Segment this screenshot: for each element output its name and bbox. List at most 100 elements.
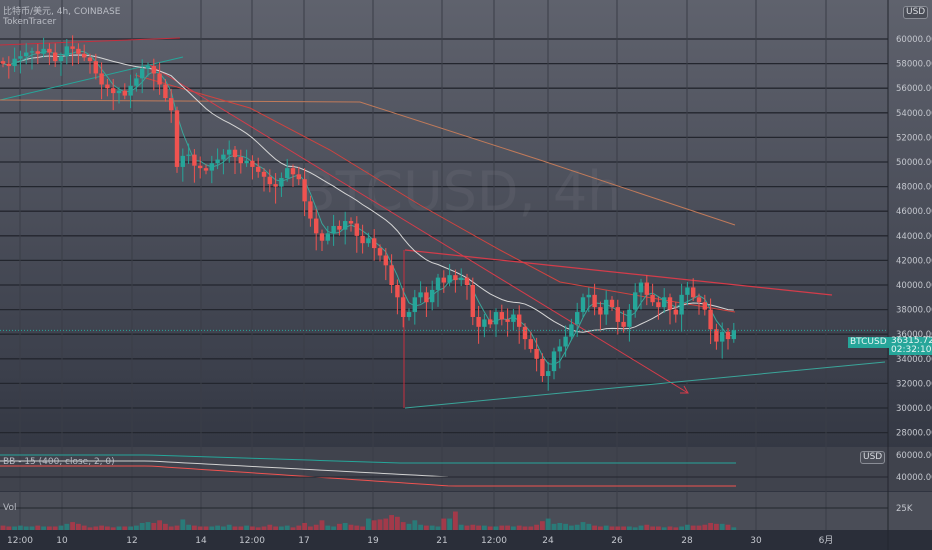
time-tick: 21 <box>436 536 447 546</box>
candle-body <box>702 302 707 310</box>
candle-body <box>401 297 406 317</box>
volume-bar <box>534 524 539 530</box>
candle-body <box>192 154 197 166</box>
volume-bar <box>511 526 516 530</box>
volume-bar <box>145 522 151 530</box>
bb-band-line <box>0 454 736 464</box>
price-tick: 46000.00 <box>896 207 932 217</box>
candle-body <box>447 275 452 283</box>
candle-body <box>134 78 139 86</box>
candle-body <box>314 218 319 234</box>
time-tick: 12:00 <box>481 536 507 546</box>
candle-body <box>557 346 562 352</box>
volume-bar <box>569 525 574 530</box>
volume-bar <box>325 525 331 530</box>
candle-body <box>267 176 272 185</box>
symbol-price-tag: BTCUSD <box>848 337 889 348</box>
candle-body <box>464 277 470 285</box>
volume-bar <box>493 526 499 530</box>
volume-bar <box>308 526 313 530</box>
candle-body <box>93 61 98 74</box>
candle-body <box>12 58 17 67</box>
price-tick: 32000.00 <box>896 379 932 389</box>
candle-body <box>169 98 174 111</box>
time-tick: 28 <box>681 536 693 546</box>
volume-bar <box>238 526 244 530</box>
candle-body <box>691 287 696 298</box>
time-tick: 14 <box>195 536 207 546</box>
arrow-head <box>680 385 689 394</box>
volume-bar <box>255 527 261 530</box>
candle-body <box>575 312 580 325</box>
currency-badge[interactable]: USD <box>903 6 929 19</box>
candle-body <box>528 339 533 349</box>
candle-body <box>319 233 325 241</box>
candle-body <box>116 90 122 94</box>
volume-bar <box>656 526 661 530</box>
volume-bar <box>116 526 122 530</box>
volume-bar <box>563 523 568 530</box>
candle-body <box>209 163 214 171</box>
ma-mid-line <box>134 74 736 313</box>
volume-bar <box>6 526 12 530</box>
arrow-trendline <box>149 64 689 394</box>
price-tick: 52000.00 <box>896 133 932 143</box>
volume-bar <box>679 526 684 530</box>
time-tick: 24 <box>542 536 554 546</box>
candle-body <box>261 171 267 177</box>
bb-band-line <box>0 465 736 487</box>
candle-body <box>343 221 348 230</box>
volume-bar <box>250 526 255 530</box>
candle-body <box>609 299 615 308</box>
bb-currency-badge[interactable]: USD <box>860 451 886 464</box>
candle-body <box>122 90 127 96</box>
candle-body <box>563 336 568 347</box>
candle-body <box>662 297 667 308</box>
volume-bar <box>551 523 557 530</box>
volume-bar <box>209 526 215 530</box>
candle-body <box>215 159 220 164</box>
candle-body <box>731 330 736 340</box>
candle-body <box>221 154 226 160</box>
bar-countdown: 02:32:10 <box>891 345 932 355</box>
candle-body <box>511 314 516 322</box>
candle-body <box>35 51 40 54</box>
candle-body <box>180 155 185 167</box>
candle-body <box>395 285 400 298</box>
volume-bar <box>580 522 586 530</box>
volume-bar <box>232 526 238 530</box>
candle-body <box>377 248 383 256</box>
volume-bar <box>690 525 696 530</box>
price-tick: 50000.00 <box>896 158 932 168</box>
candle-body <box>354 223 359 236</box>
price-tick: 56000.00 <box>896 84 932 94</box>
candle-body <box>389 265 394 285</box>
candle-body <box>0 61 6 64</box>
candle-body <box>453 275 458 281</box>
volume-bar <box>23 526 29 530</box>
candle-body <box>685 287 690 295</box>
volume-bar <box>418 524 423 530</box>
triangle-lower-line <box>404 361 886 409</box>
candle-body <box>47 48 52 53</box>
volume-bar <box>644 524 650 530</box>
candle-body <box>615 307 620 322</box>
volume-bar <box>719 523 725 530</box>
candle-body <box>633 292 638 310</box>
volume-bar <box>70 522 75 530</box>
candle-body <box>256 166 261 172</box>
candle-body <box>522 326 528 340</box>
volume-bar <box>400 522 406 530</box>
volume-bar <box>406 523 412 530</box>
candle-body <box>627 309 632 327</box>
volume-bar <box>482 525 487 530</box>
volume-bar <box>273 526 278 530</box>
volume-bar <box>685 524 690 530</box>
candle-body <box>482 319 487 327</box>
candle-body <box>76 48 81 54</box>
volume-bar <box>279 526 284 530</box>
volume-bar <box>319 520 325 530</box>
ma-long-line <box>0 99 736 226</box>
volume-bar <box>708 522 713 530</box>
